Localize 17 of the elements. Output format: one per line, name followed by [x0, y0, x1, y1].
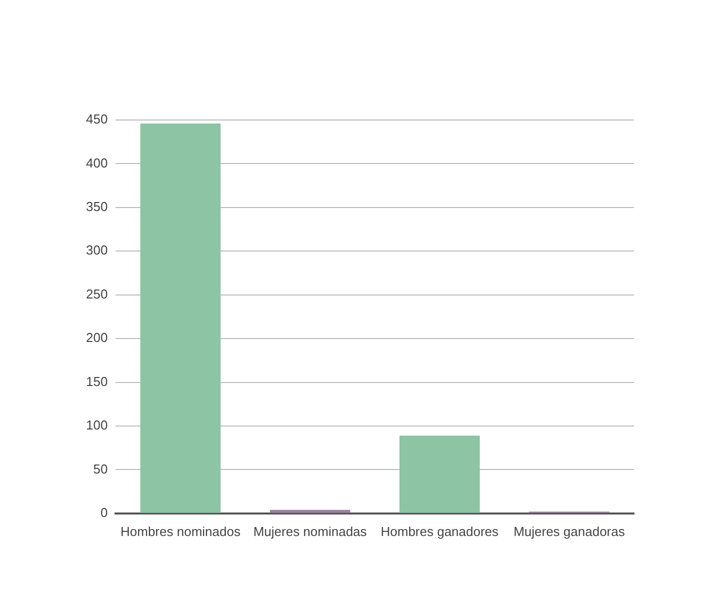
bar — [270, 510, 350, 513]
y-tick-label: 450 — [86, 112, 108, 127]
bar — [399, 436, 480, 513]
x-tick-label: Hombres nominados — [120, 524, 241, 539]
y-tick-label: 100 — [86, 418, 108, 433]
y-tick-label: 0 — [100, 504, 108, 520]
y-tick-label: 250 — [86, 286, 108, 302]
x-tick-label: Mujeres nominadas — [253, 524, 368, 539]
y-tick-label: 350 — [86, 199, 108, 214]
y-tick-label: 200 — [86, 330, 108, 346]
x-tick-label: Mujeres ganadoras — [514, 524, 626, 539]
y-tick-label: 400 — [86, 155, 108, 170]
x-tick-label: Hombres ganadores — [380, 524, 500, 539]
bar — [140, 123, 221, 513]
y-tick-label: 150 — [86, 374, 108, 389]
y-tick-label: 300 — [86, 242, 108, 258]
y-tick-label: 50 — [93, 461, 108, 476]
